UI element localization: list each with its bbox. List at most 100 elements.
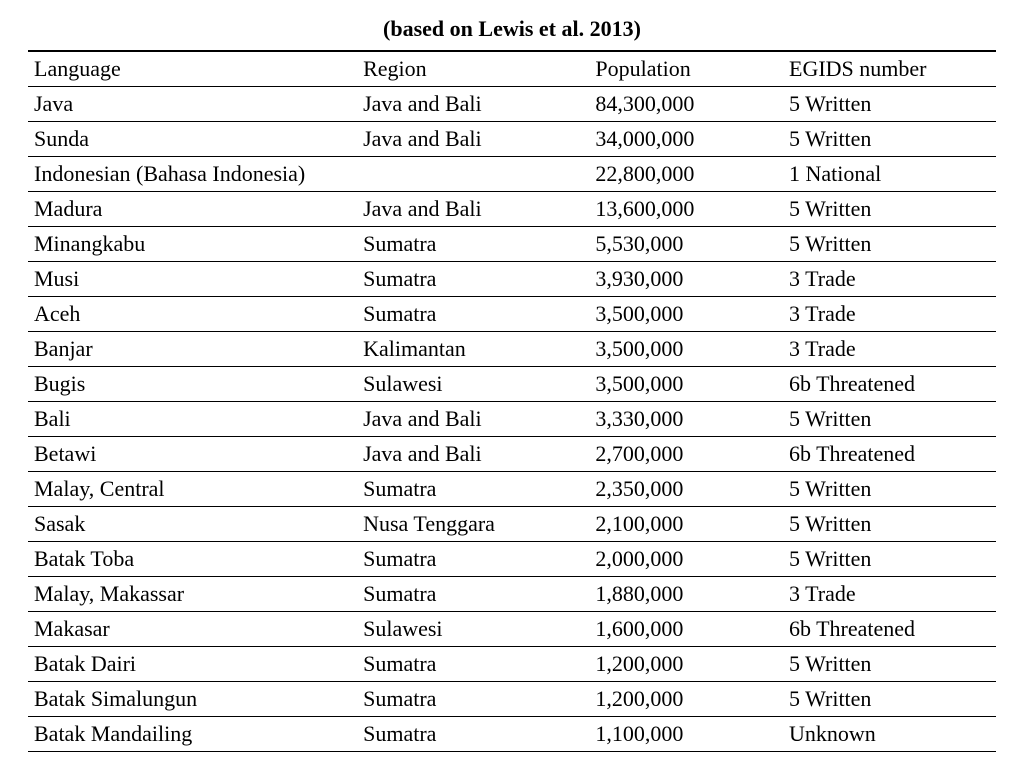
table-row: Malay, MakassarSumatra1,880,0003 Trade: [28, 577, 996, 612]
language-table: Language Region Population EGIDS number …: [28, 50, 996, 752]
table-cell: Sulawesi: [357, 612, 589, 647]
table-cell: 3,500,000: [589, 367, 783, 402]
table-row: Batak DairiSumatra1,200,0005 Written: [28, 647, 996, 682]
table-cell: Minangkabu: [28, 227, 357, 262]
table-cell: Malay, Central: [28, 472, 357, 507]
table-cell: 2,700,000: [589, 437, 783, 472]
table-cell: Bugis: [28, 367, 357, 402]
table-cell: Sumatra: [357, 682, 589, 717]
table-cell: Bali: [28, 402, 357, 437]
table-cell: Sumatra: [357, 577, 589, 612]
table-row: SundaJava and Bali34,000,0005 Written: [28, 122, 996, 157]
table-cell: Madura: [28, 192, 357, 227]
table-cell: Sasak: [28, 507, 357, 542]
table-cell: Sumatra: [357, 472, 589, 507]
table-cell: 5 Written: [783, 682, 996, 717]
table-cell: Aceh: [28, 297, 357, 332]
table-cell: 22,800,000: [589, 157, 783, 192]
table-caption: (based on Lewis et al. 2013): [28, 16, 996, 42]
table-cell: 5,530,000: [589, 227, 783, 262]
table-cell: [357, 157, 589, 192]
table-cell: Java and Bali: [357, 402, 589, 437]
table-cell: Batak Simalungun: [28, 682, 357, 717]
table-cell: 6b Threatened: [783, 367, 996, 402]
table-cell: 5 Written: [783, 402, 996, 437]
table-cell: 5 Written: [783, 507, 996, 542]
table-row: BugisSulawesi3,500,0006b Threatened: [28, 367, 996, 402]
table-row: Malay, CentralSumatra2,350,0005 Written: [28, 472, 996, 507]
table-cell: 3 Trade: [783, 297, 996, 332]
table-cell: 1 National: [783, 157, 996, 192]
table-cell: Indonesian (Bahasa Indonesia): [28, 157, 357, 192]
table-row: JavaJava and Bali84,300,0005 Written: [28, 87, 996, 122]
header-row: Language Region Population EGIDS number: [28, 51, 996, 87]
table-cell: Sunda: [28, 122, 357, 157]
table-cell: 5 Written: [783, 647, 996, 682]
table-cell: 6b Threatened: [783, 437, 996, 472]
table-row: MakasarSulawesi1,600,0006b Threatened: [28, 612, 996, 647]
table-cell: Sumatra: [357, 542, 589, 577]
table-row: MusiSumatra3,930,0003 Trade: [28, 262, 996, 297]
table-cell: Java: [28, 87, 357, 122]
table-cell: Batak Toba: [28, 542, 357, 577]
table-cell: Malay, Makassar: [28, 577, 357, 612]
table-cell: Musi: [28, 262, 357, 297]
table-cell: 5 Written: [783, 192, 996, 227]
table-cell: Java and Bali: [357, 87, 589, 122]
table-cell: 84,300,000: [589, 87, 783, 122]
table-row: MaduraJava and Bali13,600,0005 Written: [28, 192, 996, 227]
table-cell: 5 Written: [783, 542, 996, 577]
table-cell: 3,930,000: [589, 262, 783, 297]
table-cell: Sumatra: [357, 297, 589, 332]
table-cell: 3,500,000: [589, 332, 783, 367]
table-cell: 2,100,000: [589, 507, 783, 542]
table-row: Indonesian (Bahasa Indonesia) 22,800,0001…: [28, 157, 996, 192]
table-cell: Nusa Tenggara: [357, 507, 589, 542]
table-cell: 34,000,000: [589, 122, 783, 157]
table-body: JavaJava and Bali84,300,0005 WrittenSund…: [28, 87, 996, 752]
table-row: BaliJava and Bali3,330,0005 Written: [28, 402, 996, 437]
table-cell: Sulawesi: [357, 367, 589, 402]
table-cell: Makasar: [28, 612, 357, 647]
table-row: MinangkabuSumatra5,530,0005 Written: [28, 227, 996, 262]
table-row: SasakNusa Tenggara2,100,0005 Written: [28, 507, 996, 542]
table-cell: 5 Written: [783, 87, 996, 122]
table-cell: Unknown: [783, 717, 996, 752]
table-cell: 5 Written: [783, 227, 996, 262]
col-header-language: Language: [28, 51, 357, 87]
table-cell: 1,880,000: [589, 577, 783, 612]
table-cell: 1,200,000: [589, 682, 783, 717]
table-row: Batak SimalungunSumatra1,200,0005 Writte…: [28, 682, 996, 717]
table-row: BetawiJava and Bali2,700,0006b Threatene…: [28, 437, 996, 472]
table-cell: 3 Trade: [783, 332, 996, 367]
table-cell: Batak Mandailing: [28, 717, 357, 752]
table-row: Batak TobaSumatra2,000,0005 Written: [28, 542, 996, 577]
table-row: AcehSumatra3,500,0003 Trade: [28, 297, 996, 332]
col-header-egids: EGIDS number: [783, 51, 996, 87]
table-cell: 1,200,000: [589, 647, 783, 682]
table-cell: 2,000,000: [589, 542, 783, 577]
table-cell: Sumatra: [357, 647, 589, 682]
table-cell: Sumatra: [357, 717, 589, 752]
table-cell: Java and Bali: [357, 437, 589, 472]
table-cell: 5 Written: [783, 122, 996, 157]
table-cell: Banjar: [28, 332, 357, 367]
table-cell: 13,600,000: [589, 192, 783, 227]
col-header-region: Region: [357, 51, 589, 87]
table-cell: 3,330,000: [589, 402, 783, 437]
table-cell: 3 Trade: [783, 577, 996, 612]
table-cell: 3,500,000: [589, 297, 783, 332]
table-cell: Betawi: [28, 437, 357, 472]
table-cell: 1,100,000: [589, 717, 783, 752]
col-header-population: Population: [589, 51, 783, 87]
table-cell: Sumatra: [357, 227, 589, 262]
table-cell: 6b Threatened: [783, 612, 996, 647]
table-cell: 2,350,000: [589, 472, 783, 507]
table-cell: 1,600,000: [589, 612, 783, 647]
table-cell: 5 Written: [783, 472, 996, 507]
table-cell: Java and Bali: [357, 192, 589, 227]
table-cell: 3 Trade: [783, 262, 996, 297]
table-cell: Sumatra: [357, 262, 589, 297]
table-row: BanjarKalimantan3,500,0003 Trade: [28, 332, 996, 367]
table-row: Batak MandailingSumatra1,100,000Unknown: [28, 717, 996, 752]
